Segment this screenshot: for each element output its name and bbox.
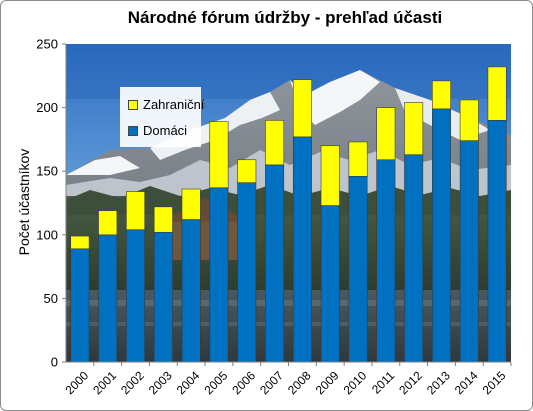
x-tick-label-2013: 2013	[424, 368, 453, 397]
x-tick-label-2002: 2002	[118, 368, 147, 397]
bar-zahranicni-2011	[376, 107, 396, 161]
legend-swatch-zahranicni	[128, 99, 138, 110]
x-tick-label-2004: 2004	[174, 368, 203, 397]
y-tick-label: 250	[36, 37, 58, 52]
bar-zahranicni-2010	[348, 141, 368, 177]
bar-domaci-2006	[237, 182, 257, 363]
bar-domaci-2010	[348, 175, 368, 363]
bar-zahranicni-2005	[209, 121, 229, 189]
x-tick-label-2007: 2007	[257, 368, 286, 397]
bar-domaci-2008	[292, 136, 312, 363]
bar-zahranicni-2003	[153, 206, 173, 233]
y-tick-label: 150	[36, 164, 58, 179]
x-tick-label-2008: 2008	[285, 368, 314, 397]
bar-zahranicni-2004	[181, 188, 201, 220]
x-tick-label-2012: 2012	[396, 368, 425, 397]
bar-domaci-2007	[265, 164, 285, 363]
bar-zahranicni-2008	[292, 79, 312, 138]
bar-zahranicni-2013	[431, 80, 451, 110]
bar-zahranicni-2007	[265, 120, 285, 166]
y-tick-label: 100	[36, 227, 58, 242]
bar-zahranicni-2014	[459, 99, 479, 141]
x-tick-label-2011: 2011	[369, 368, 397, 396]
bar-domaci-2014	[459, 140, 479, 363]
y-tick-label: 200	[36, 100, 58, 115]
x-tick-label-2009: 2009	[313, 368, 342, 397]
y-tick-label: 0	[51, 355, 58, 370]
bar-zahranicni-2006	[237, 159, 257, 183]
legend-swatch-domaci	[128, 125, 138, 136]
bar-zahranicni-2009	[320, 145, 340, 206]
y-tick-label: 50	[44, 291, 58, 306]
legend: Zahraniční Domáci	[120, 87, 204, 147]
bar-domaci-2013	[431, 108, 451, 363]
chart-title: Národné fórum údržby - prehľad účasti	[127, 8, 443, 27]
legend-label-domaci: Domáci	[143, 123, 188, 138]
bar-zahranicni-2012	[404, 102, 424, 155]
bar-domaci-2005	[209, 187, 229, 363]
bar-domaci-2000	[70, 248, 90, 363]
legend-item-domaci: Domáci	[128, 123, 187, 138]
x-tick-label-2000: 2000	[62, 368, 91, 397]
x-tick-label-2003: 2003	[146, 368, 175, 397]
bar-domaci-2009	[320, 205, 340, 363]
bar-domaci-2015	[487, 120, 507, 363]
bar-zahranicni-2000	[70, 235, 90, 250]
bar-zahranicni-2002	[126, 191, 146, 231]
bar-domaci-2011	[376, 159, 396, 363]
x-tick-label-2010: 2010	[341, 368, 370, 397]
legend-label-zahranicni: Zahraniční	[143, 97, 205, 112]
bar-domaci-2002	[126, 229, 146, 363]
bar-domaci-2012	[404, 154, 424, 363]
x-tick-label-2006: 2006	[229, 368, 258, 397]
bar-domaci-2001	[98, 234, 118, 363]
x-tick-label-2005: 2005	[202, 368, 231, 397]
bar-domaci-2004	[181, 219, 201, 363]
bar-zahranicni-2015	[487, 66, 507, 121]
x-tick-label-2015: 2015	[480, 368, 509, 397]
bar-domaci-2003	[153, 231, 173, 363]
legend-item-zahranicni: Zahraniční	[128, 97, 204, 112]
bar-zahranicni-2001	[98, 210, 118, 236]
x-tick-label-2014: 2014	[452, 368, 481, 397]
x-tick-label-2001: 2001	[90, 368, 119, 397]
